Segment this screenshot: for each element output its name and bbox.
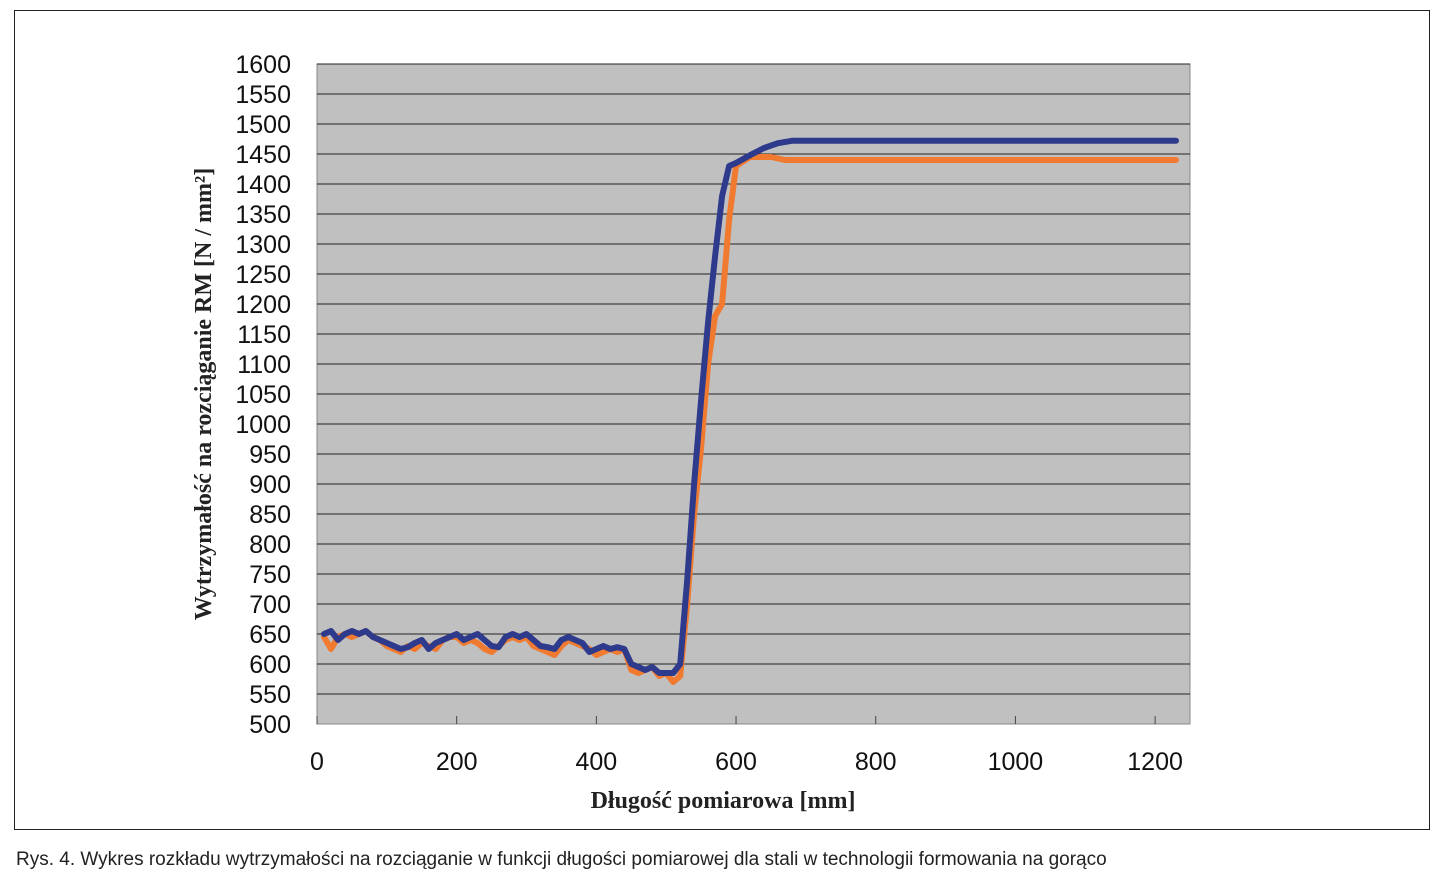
y-axis-title: Wytrzymałość na rozciąganie RM [N / mm²] [191, 168, 217, 620]
y-tick-label: 1400 [235, 171, 291, 199]
x-tick-label: 800 [855, 748, 897, 776]
y-tick-label: 850 [249, 501, 291, 529]
y-tick-label: 750 [249, 561, 291, 589]
y-tick-label: 1550 [235, 81, 291, 109]
y-tick-label: 1350 [235, 201, 291, 229]
y-tick-label: 650 [249, 621, 291, 649]
y-tick-label: 1600 [235, 51, 291, 79]
x-tick-label: 1200 [1127, 748, 1183, 776]
y-tick-label: 700 [249, 591, 291, 619]
y-tick-label: 950 [249, 441, 291, 469]
y-tick-label: 1200 [235, 291, 291, 319]
y-tick-label: 900 [249, 471, 291, 499]
series-line-2 [321, 137, 1179, 676]
x-tick-label: 600 [715, 748, 757, 776]
x-tick-label: 1000 [988, 748, 1044, 776]
x-tick-label: 400 [576, 748, 618, 776]
series-lines [321, 137, 1179, 685]
y-tick-label: 1300 [235, 231, 291, 259]
y-tick-label: 550 [249, 681, 291, 709]
x-tick-labels: 0 200 400 600 800 1000 1200 [310, 716, 1183, 776]
y-tick-label: 1150 [237, 321, 291, 349]
x-tick-label: 200 [436, 748, 478, 776]
y-tick-label: 800 [249, 531, 291, 559]
y-tick-label: 1100 [237, 351, 291, 379]
y-tick-label: 1450 [235, 141, 291, 169]
y-tick-labels: 5005506006507007508008509009501000105011… [235, 51, 291, 739]
y-tick-label: 1250 [235, 261, 291, 289]
x-axis-title: Długość pomiarowa [mm] [591, 788, 856, 814]
y-tick-label: 1050 [235, 381, 291, 409]
y-tick-label: 1500 [235, 111, 291, 139]
chart-frame: 500 550 600 650 700 750 800 850 900 950 1000 1050 11… [14, 10, 1430, 830]
chart-svg: 5005506006507007508008509009501000105011… [191, 51, 1191, 814]
x-tick-label: 0 [310, 748, 324, 776]
figure-caption: Rys. 4. Wykres rozkładu wytrzymałości na… [16, 849, 1107, 870]
y-tick-label: 500 [249, 711, 291, 739]
y-tick-label: 1000 [235, 411, 291, 439]
y-tick-label: 600 [249, 651, 291, 679]
